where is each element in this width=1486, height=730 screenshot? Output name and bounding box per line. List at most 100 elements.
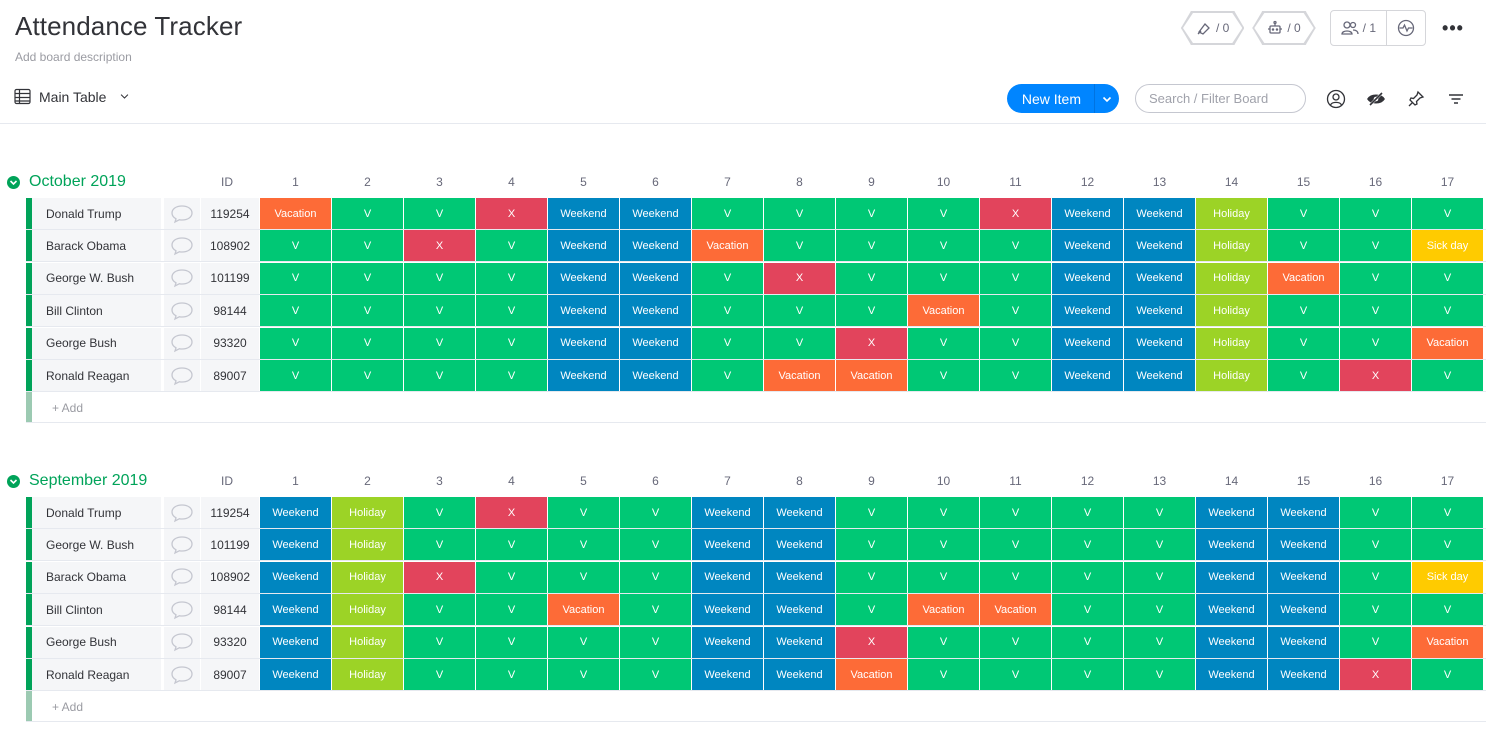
group-title[interactable]: October 2019 xyxy=(29,173,126,190)
status-cell[interactable]: Weekend xyxy=(1268,561,1339,593)
status-cell[interactable]: V xyxy=(332,295,403,327)
status-cell[interactable]: Vacation xyxy=(836,659,907,690)
status-cell[interactable]: V xyxy=(620,659,691,690)
status-cell[interactable]: V xyxy=(620,561,691,593)
status-cell[interactable]: Holiday xyxy=(332,626,403,658)
column-header-day[interactable]: 7 xyxy=(724,175,731,189)
status-cell[interactable]: V xyxy=(836,561,907,593)
status-cell[interactable]: Weekend xyxy=(260,659,331,690)
status-cell[interactable]: V xyxy=(260,360,331,391)
status-cell[interactable]: Vacation xyxy=(260,198,331,229)
status-cell[interactable]: V xyxy=(620,594,691,626)
status-cell[interactable]: Sick day xyxy=(1412,561,1483,593)
pin-button[interactable] xyxy=(1406,89,1426,109)
status-cell[interactable]: Weekend xyxy=(620,198,691,229)
item-name[interactable]: Donald Trump xyxy=(32,198,162,229)
add-item-label[interactable]: + Add xyxy=(52,401,84,416)
status-cell[interactable]: Weekend xyxy=(692,497,763,528)
add-item-row[interactable]: + Add xyxy=(26,691,1486,723)
item-name[interactable]: Barack Obama xyxy=(32,230,162,262)
updates-button[interactable] xyxy=(164,230,200,262)
status-cell[interactable]: Weekend xyxy=(1196,497,1267,528)
hide-columns-button[interactable] xyxy=(1366,89,1386,109)
column-header-day[interactable]: 1 xyxy=(292,474,299,488)
status-cell[interactable]: X xyxy=(836,626,907,658)
status-cell[interactable]: Weekend xyxy=(1268,594,1339,626)
updates-button[interactable] xyxy=(164,626,200,658)
status-cell[interactable]: V xyxy=(1340,561,1411,593)
status-cell[interactable]: V xyxy=(764,230,835,262)
status-cell[interactable]: V xyxy=(260,262,331,294)
status-cell[interactable]: V xyxy=(476,594,547,626)
status-cell[interactable]: Sick day xyxy=(1412,230,1483,262)
status-cell[interactable]: Weekend xyxy=(260,529,331,561)
column-header-day[interactable]: 13 xyxy=(1152,474,1167,488)
status-cell[interactable]: V xyxy=(1412,295,1483,327)
status-cell[interactable]: Weekend xyxy=(620,327,691,359)
status-cell[interactable]: Weekend xyxy=(1052,327,1123,359)
status-cell[interactable]: V xyxy=(1124,594,1195,626)
item-name[interactable]: Ronald Reagan xyxy=(32,360,162,391)
status-cell[interactable]: V xyxy=(1124,529,1195,561)
more-options-button[interactable]: ••• xyxy=(1442,17,1464,38)
status-cell[interactable]: Weekend xyxy=(1268,497,1339,528)
status-cell[interactable]: Weekend xyxy=(1196,594,1267,626)
status-cell[interactable]: Weekend xyxy=(1052,360,1123,391)
status-cell[interactable]: Weekend xyxy=(692,529,763,561)
item-name[interactable]: Bill Clinton xyxy=(32,295,162,327)
status-cell[interactable]: Weekend xyxy=(692,626,763,658)
add-item-row[interactable]: + Add xyxy=(26,392,1486,424)
status-cell[interactable]: V xyxy=(404,262,475,294)
status-cell[interactable]: V xyxy=(1340,626,1411,658)
status-cell[interactable]: Vacation xyxy=(764,360,835,391)
status-cell[interactable]: V xyxy=(476,230,547,262)
status-cell[interactable]: V xyxy=(1340,230,1411,262)
status-cell[interactable]: V xyxy=(1052,594,1123,626)
status-cell[interactable]: V xyxy=(620,529,691,561)
status-cell[interactable]: V xyxy=(1340,295,1411,327)
status-cell[interactable]: Weekend xyxy=(548,295,619,327)
status-cell[interactable]: V xyxy=(908,198,979,229)
item-name[interactable]: Bill Clinton xyxy=(32,594,162,626)
column-header-day[interactable]: 14 xyxy=(1224,474,1239,488)
status-cell[interactable]: V xyxy=(476,360,547,391)
status-cell[interactable]: V xyxy=(908,497,979,528)
status-cell[interactable]: V xyxy=(908,230,979,262)
status-cell[interactable]: V xyxy=(260,327,331,359)
status-cell[interactable]: Vacation xyxy=(548,594,619,626)
column-header-day[interactable]: 1 xyxy=(292,175,299,189)
status-cell[interactable]: V xyxy=(1052,561,1123,593)
board-description[interactable]: Add board description xyxy=(15,50,132,64)
status-cell[interactable]: V xyxy=(476,659,547,690)
column-header-day[interactable]: 9 xyxy=(868,175,875,189)
status-cell[interactable]: Weekend xyxy=(620,295,691,327)
status-cell[interactable]: V xyxy=(980,561,1051,593)
item-name[interactable]: Donald Trump xyxy=(32,497,162,528)
status-cell[interactable]: Weekend xyxy=(548,360,619,391)
status-cell[interactable]: X xyxy=(764,262,835,294)
status-cell[interactable]: V xyxy=(404,198,475,229)
status-cell[interactable]: Weekend xyxy=(1268,626,1339,658)
status-cell[interactable]: V xyxy=(1268,230,1339,262)
status-cell[interactable]: V xyxy=(1268,360,1339,391)
new-item-button[interactable]: New Item xyxy=(1021,90,1081,107)
updates-button[interactable] xyxy=(164,561,200,593)
status-cell[interactable]: Weekend xyxy=(1196,659,1267,690)
column-header-day[interactable]: 11 xyxy=(1009,474,1022,488)
status-cell[interactable]: Weekend xyxy=(764,497,835,528)
column-header-day[interactable]: 4 xyxy=(508,175,515,189)
status-cell[interactable]: V xyxy=(1340,198,1411,229)
column-header-day[interactable]: 8 xyxy=(796,474,803,488)
status-cell[interactable]: Weekend xyxy=(620,230,691,262)
status-cell[interactable]: V xyxy=(1124,659,1195,690)
status-cell[interactable]: Vacation xyxy=(692,230,763,262)
column-header-day[interactable]: 17 xyxy=(1440,474,1455,488)
status-cell[interactable]: Weekend xyxy=(1052,230,1123,262)
status-cell[interactable]: V xyxy=(1052,626,1123,658)
updates-button[interactable] xyxy=(164,295,200,327)
status-cell[interactable]: Holiday xyxy=(1196,262,1267,294)
status-cell[interactable]: Weekend xyxy=(764,529,835,561)
status-cell[interactable]: V xyxy=(1412,529,1483,561)
status-cell[interactable]: Weekend xyxy=(692,561,763,593)
status-cell[interactable]: X xyxy=(476,497,547,528)
